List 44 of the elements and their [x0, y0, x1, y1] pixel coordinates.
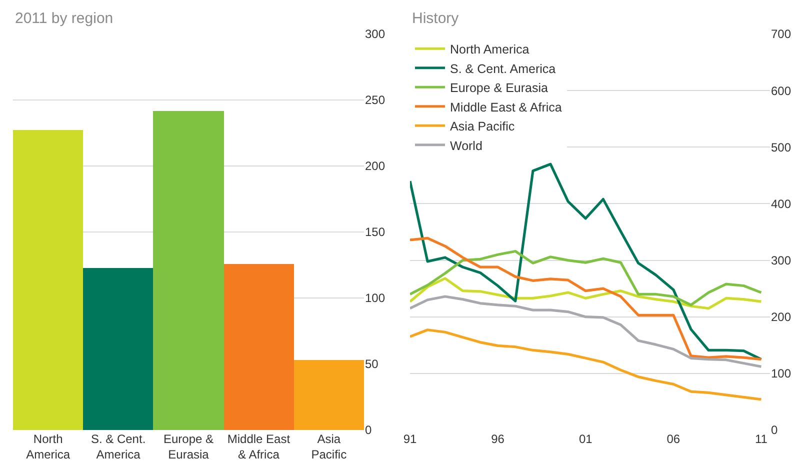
- chart-title: 2011 by region: [15, 10, 114, 27]
- x-tick-label: Middle East & Africa: [227, 432, 291, 462]
- bar: [83, 268, 153, 430]
- legend-label: North America: [450, 42, 530, 56]
- y-tick-label: 150: [365, 225, 386, 240]
- x-tick-label: 01: [578, 432, 593, 446]
- y-tick-label: 200: [365, 159, 386, 174]
- x-tick-label: 06: [666, 432, 680, 446]
- legend-label: Middle East & Africa: [450, 100, 562, 114]
- bar: [13, 130, 83, 430]
- legend-label: Asia Pacific: [450, 120, 515, 134]
- chart-title: History: [412, 10, 460, 27]
- x-tick-label: Asia Pacific: [311, 432, 347, 462]
- legend-label: World: [450, 138, 482, 153]
- line-series: [410, 236, 763, 361]
- y-tick-label: 300: [771, 253, 792, 268]
- x-tick-label: North America: [26, 432, 70, 462]
- y-tick-label: 400: [771, 196, 792, 211]
- line-series: [410, 328, 763, 401]
- line-series: [410, 162, 763, 361]
- y-tick-label: 600: [771, 84, 792, 98]
- line-series: [410, 277, 763, 310]
- y-tick-label: 100: [771, 366, 792, 381]
- x-tick-label: Europe & Eurasia: [163, 432, 214, 462]
- y-tick-label: 250: [365, 93, 386, 108]
- bar: [294, 360, 364, 430]
- y-tick-label: 100: [365, 291, 386, 306]
- line-series: [410, 250, 763, 306]
- bar: [224, 264, 294, 430]
- x-tick-label: 96: [491, 432, 505, 446]
- y-tick-label: 300: [365, 27, 386, 42]
- y-tick-label: 500: [771, 140, 792, 154]
- legend-label: S. & Cent. America: [450, 62, 556, 76]
- bar: [153, 111, 224, 430]
- y-tick-label: 0: [771, 423, 778, 438]
- legend-label: Europe & Eurasia: [450, 81, 548, 95]
- y-tick-label: 0: [365, 423, 372, 438]
- x-tick-label: 91: [403, 432, 417, 446]
- x-tick-label: 11: [754, 432, 768, 446]
- y-tick-label: 50: [365, 357, 379, 372]
- x-tick-label: S. & Cent. America: [90, 432, 146, 462]
- y-tick-label: 200: [771, 310, 792, 324]
- line-series: [410, 295, 763, 368]
- y-tick-label: 700: [771, 27, 792, 42]
